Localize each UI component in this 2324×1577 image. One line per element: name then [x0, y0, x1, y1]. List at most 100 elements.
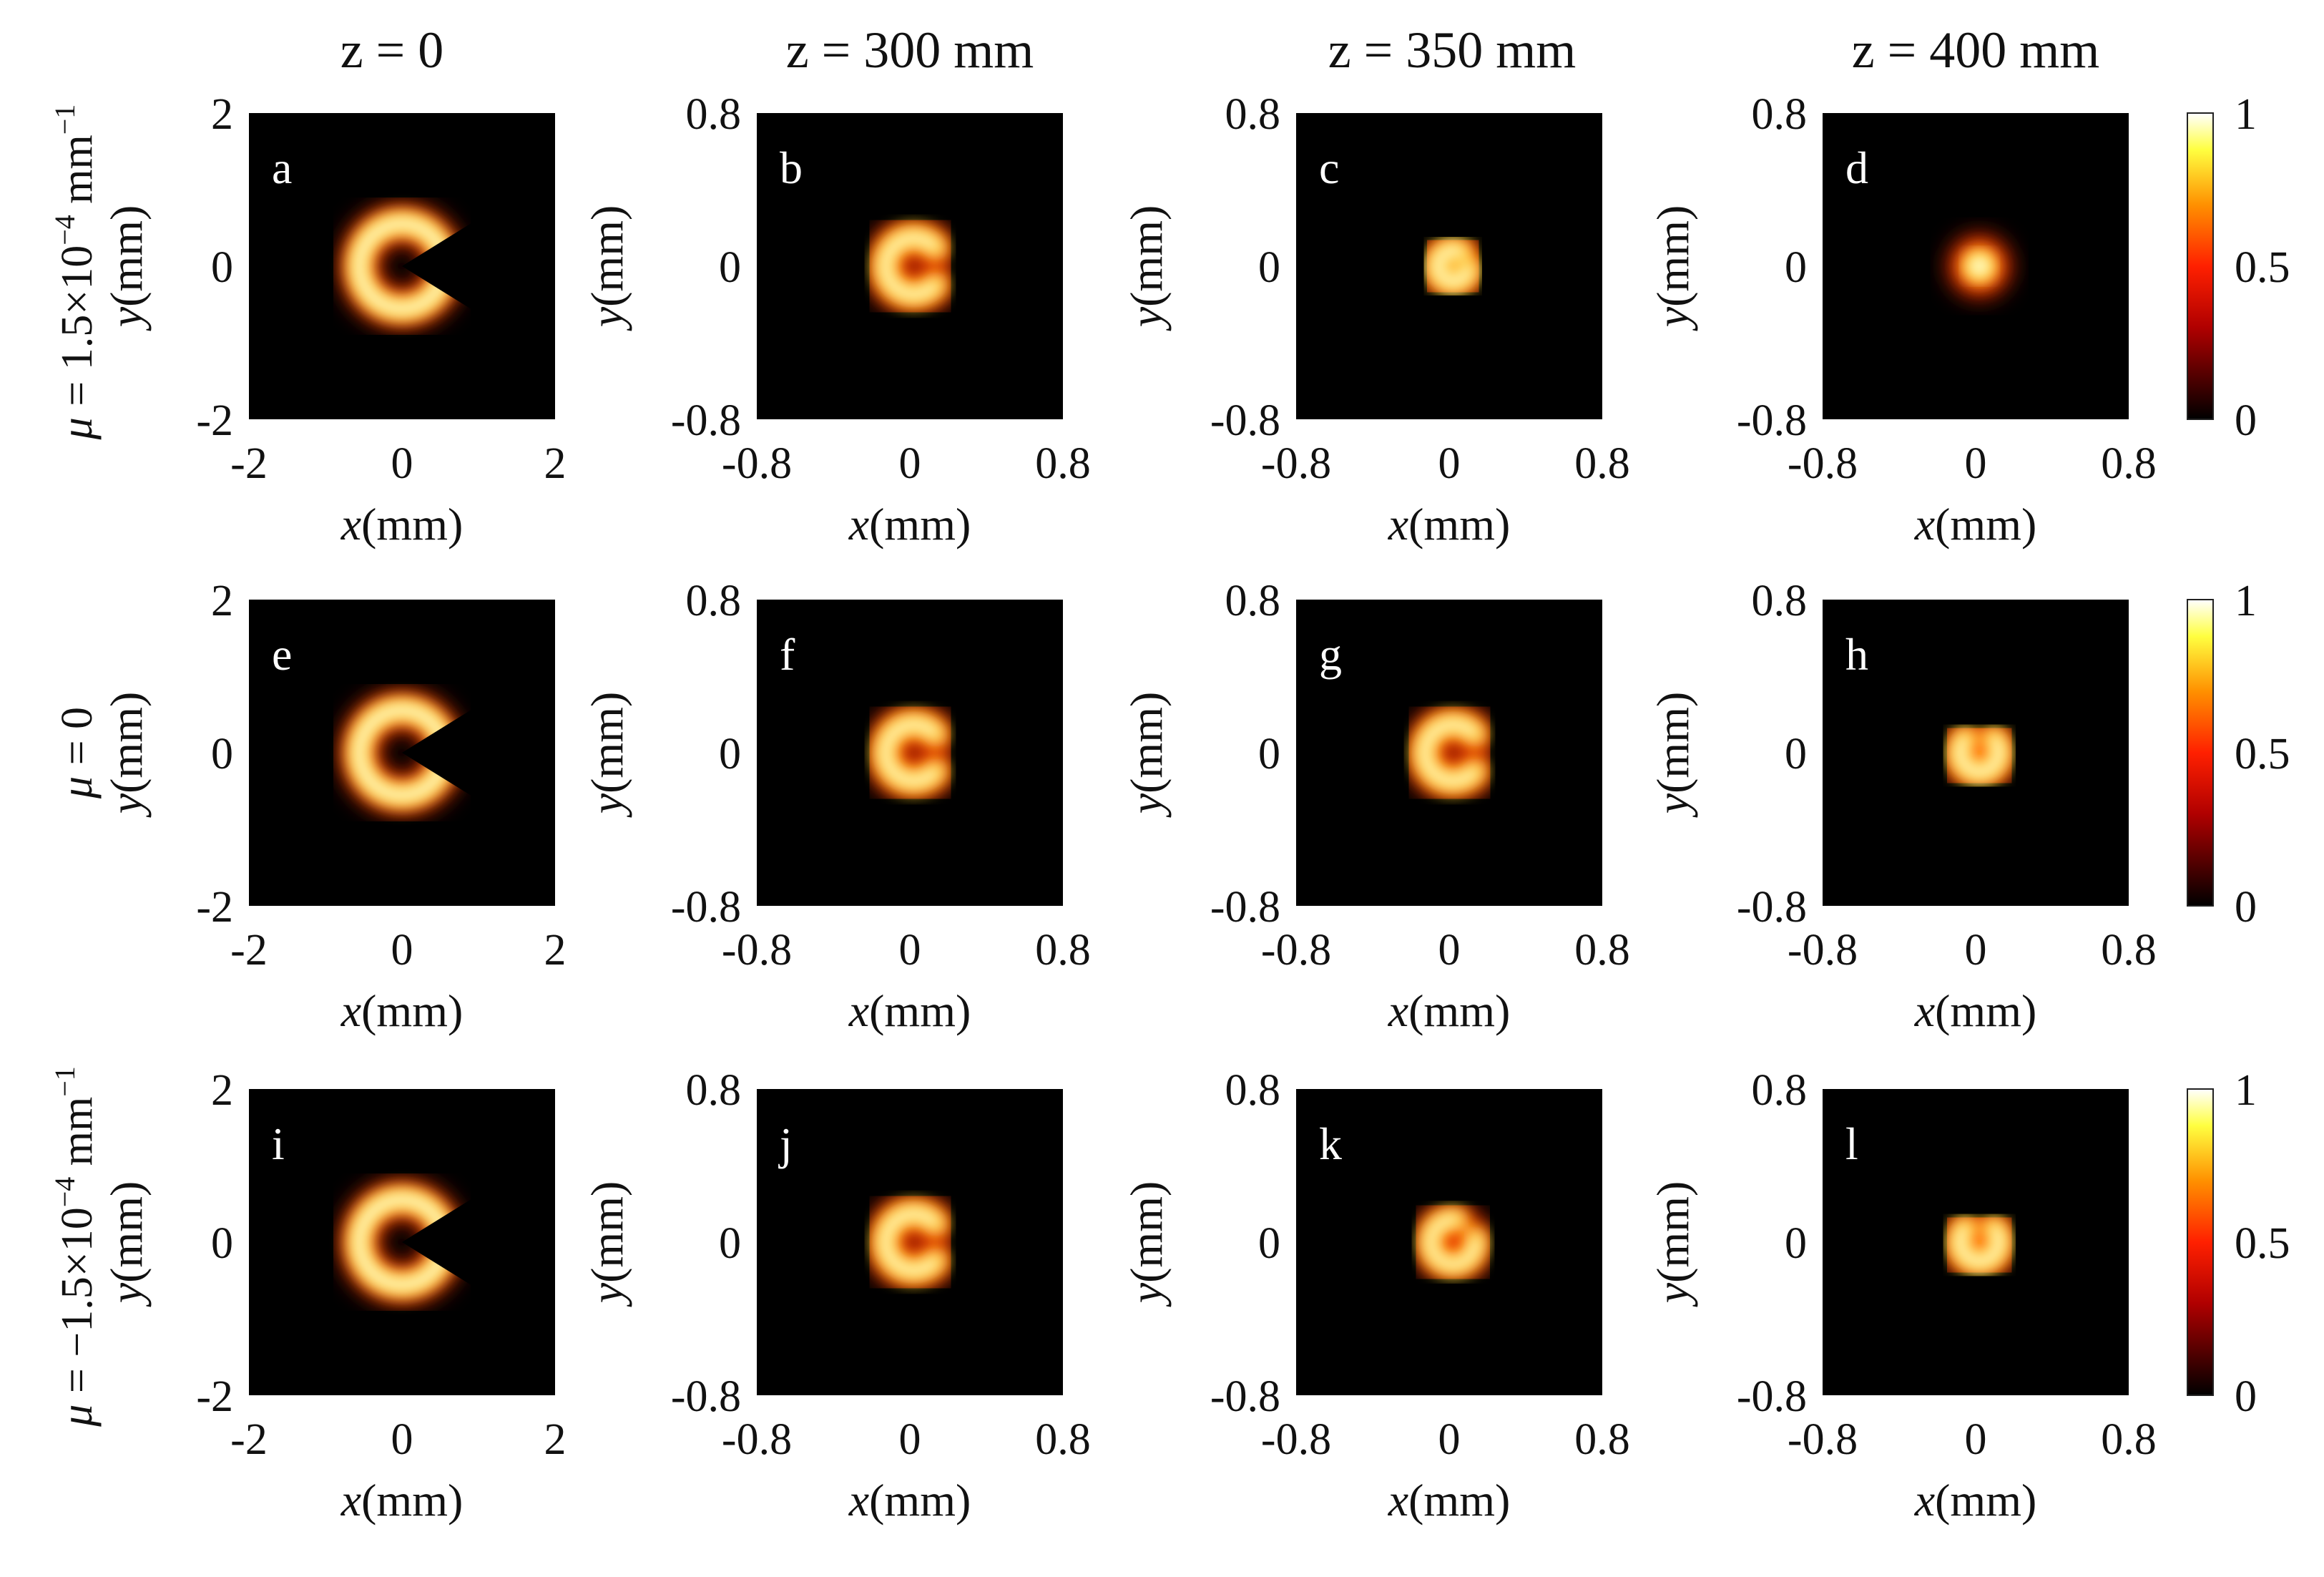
- y-tick-label: 0: [1785, 243, 1807, 292]
- x-tick-label: 2: [544, 439, 567, 488]
- y-tick-label: 0.8: [1752, 90, 1808, 139]
- panel-letter: i: [272, 1118, 285, 1169]
- panel-letter: e: [272, 629, 292, 680]
- panel-letter: j: [778, 1118, 793, 1169]
- y-axis-label: y(mm): [101, 205, 152, 332]
- panel-a: a -2 0 2 2 0 -2 x(mm) y(mm): [101, 90, 567, 550]
- colorbar-gradient: [2187, 599, 2214, 907]
- row-label-1: μ = 1.5×10−4 mm−1: [49, 104, 102, 441]
- y-axis-label: y(mm): [1121, 692, 1172, 819]
- x-tick-label: 0.8: [1035, 439, 1091, 488]
- column-title-4: z = 400 mm: [1852, 21, 2100, 79]
- x-tick-label: 0: [899, 926, 921, 975]
- panel-b: b -0.8 0 0.8 0.8 0 -0.8 x(mm) y(mm): [582, 90, 1091, 550]
- x-tick-label: -0.8: [722, 439, 792, 488]
- panel-f: f -0.8 0 0.8 0.8 0 -0.8 x(mm) y(mm): [582, 577, 1091, 1036]
- x-tick-label: 0: [1965, 1415, 1987, 1464]
- panel-letter: g: [1319, 629, 1342, 680]
- y-tick-label: 0: [211, 730, 233, 778]
- panel-background: [757, 600, 1063, 906]
- panel-j: j -0.8 0 0.8 0.8 0 -0.8 x(mm) y(mm): [582, 1066, 1091, 1525]
- y-tick-label: 2: [211, 577, 233, 625]
- intensity-arc-2: [1953, 732, 2006, 779]
- x-tick-label: 0: [1438, 1415, 1461, 1464]
- colorbar-gradient: [2187, 112, 2214, 420]
- x-tick-label: -2: [230, 926, 268, 975]
- heatmap-image: [1940, 718, 2019, 793]
- wedge-cutout: [402, 204, 502, 328]
- y-tick-label: 0.8: [686, 90, 742, 139]
- x-axis-label: x(mm): [848, 985, 971, 1036]
- y-tick-label: 0: [1258, 1219, 1280, 1268]
- column-title-3: z = 350 mm: [1328, 21, 1577, 79]
- x-tick-label: 0: [899, 439, 921, 488]
- y-tick-label: -0.8: [1737, 1372, 1807, 1421]
- x-tick-label: 0: [1965, 926, 1987, 975]
- heatmap-image: [340, 1180, 502, 1304]
- x-tick-label: 0: [1438, 926, 1461, 975]
- x-tick-label: -0.8: [1788, 1415, 1858, 1464]
- y-tick-label: -2: [196, 396, 233, 445]
- y-tick-label: 0: [1258, 730, 1280, 778]
- heatmap-image: [865, 218, 956, 315]
- x-tick-label: 2: [544, 926, 567, 975]
- panel-background: [1296, 1089, 1602, 1395]
- panel-letter: a: [272, 142, 292, 193]
- x-axis-label: x(mm): [340, 1475, 464, 1525]
- colorbar-row-1: 10.50: [2187, 90, 2290, 445]
- y-axis-label: y(mm): [1647, 205, 1698, 332]
- column-title-1: z = 0: [340, 21, 444, 79]
- y-axis-label: y(mm): [582, 1181, 632, 1308]
- heatmap-image: [1948, 235, 2011, 297]
- x-tick-label: 0.8: [1035, 1415, 1091, 1464]
- colorbar-tick-label: 1: [2235, 90, 2257, 139]
- x-tick-label: 0: [899, 1415, 921, 1464]
- heatmap-image: [1417, 230, 1489, 302]
- intensity-arc-2: [1424, 1213, 1482, 1271]
- x-tick-label: 0.8: [2101, 926, 2157, 975]
- x-axis-label: x(mm): [848, 499, 971, 550]
- colorbar-tick-label: 0: [2235, 883, 2257, 932]
- colorbar-row-2: 10.50: [2187, 577, 2290, 932]
- y-tick-label: -2: [196, 1372, 233, 1421]
- panel-g: g -0.8 0 0.8 0.8 0 -0.8 x(mm) y(mm): [1121, 577, 1630, 1036]
- y-tick-label: -0.8: [671, 883, 741, 932]
- x-axis-label: x(mm): [1914, 499, 2037, 550]
- x-tick-label: 0.8: [2101, 1415, 2157, 1464]
- y-tick-label: -0.8: [1210, 883, 1280, 932]
- row-label-2: μ = 0: [53, 707, 102, 799]
- x-tick-label: 0.8: [1574, 926, 1630, 975]
- x-tick-label: -0.8: [1261, 926, 1331, 975]
- y-tick-label: 2: [211, 90, 233, 139]
- panel-letter: c: [1319, 142, 1339, 193]
- column-titles: z = 0 z = 300 mm z = 350 mm z = 400 mm: [340, 21, 2100, 79]
- y-axis-label: y(mm): [582, 692, 632, 819]
- panel-h: h -0.8 0 0.8 0.8 0 -0.8 x(mm) y(mm): [1647, 577, 2157, 1036]
- x-axis-label: x(mm): [340, 499, 464, 550]
- y-tick-label: -0.8: [671, 396, 741, 445]
- y-tick-label: 0.8: [1225, 90, 1281, 139]
- panel-letter: h: [1845, 629, 1868, 680]
- colorbar-tick-label: 0.5: [2235, 1219, 2290, 1268]
- y-tick-label: 0: [1785, 1219, 1807, 1268]
- y-tick-label: -0.8: [671, 1372, 741, 1421]
- panel-letter: d: [1845, 142, 1868, 193]
- colorbar-gradient: [2187, 1088, 2214, 1396]
- heatmap-image: [1404, 704, 1495, 801]
- x-tick-label: -2: [230, 439, 268, 488]
- intensity-spot-core: [1968, 254, 1991, 278]
- y-tick-label: -2: [196, 883, 233, 932]
- x-tick-label: 0.8: [1574, 439, 1630, 488]
- heatmap-image: [340, 690, 502, 815]
- x-axis-label: x(mm): [848, 1475, 971, 1525]
- panel-background: [757, 113, 1063, 419]
- x-tick-label: 0.8: [1035, 926, 1091, 975]
- x-axis-label: x(mm): [1914, 985, 2037, 1036]
- panel-d: d -0.8 0 0.8 0.8 0 -0.8 x(mm) y(mm): [1647, 90, 2157, 550]
- panel-letter: f: [780, 629, 795, 680]
- row-labels: μ = 1.5×10−4 mm−1 μ = 0 μ = −1.5×10−4 mm…: [49, 104, 102, 1427]
- heatmap-image: [1940, 1208, 2019, 1282]
- panel-e: e -2 0 2 2 0 -2 x(mm) y(mm): [101, 577, 567, 1036]
- colorbar-tick-label: 0.5: [2235, 243, 2290, 292]
